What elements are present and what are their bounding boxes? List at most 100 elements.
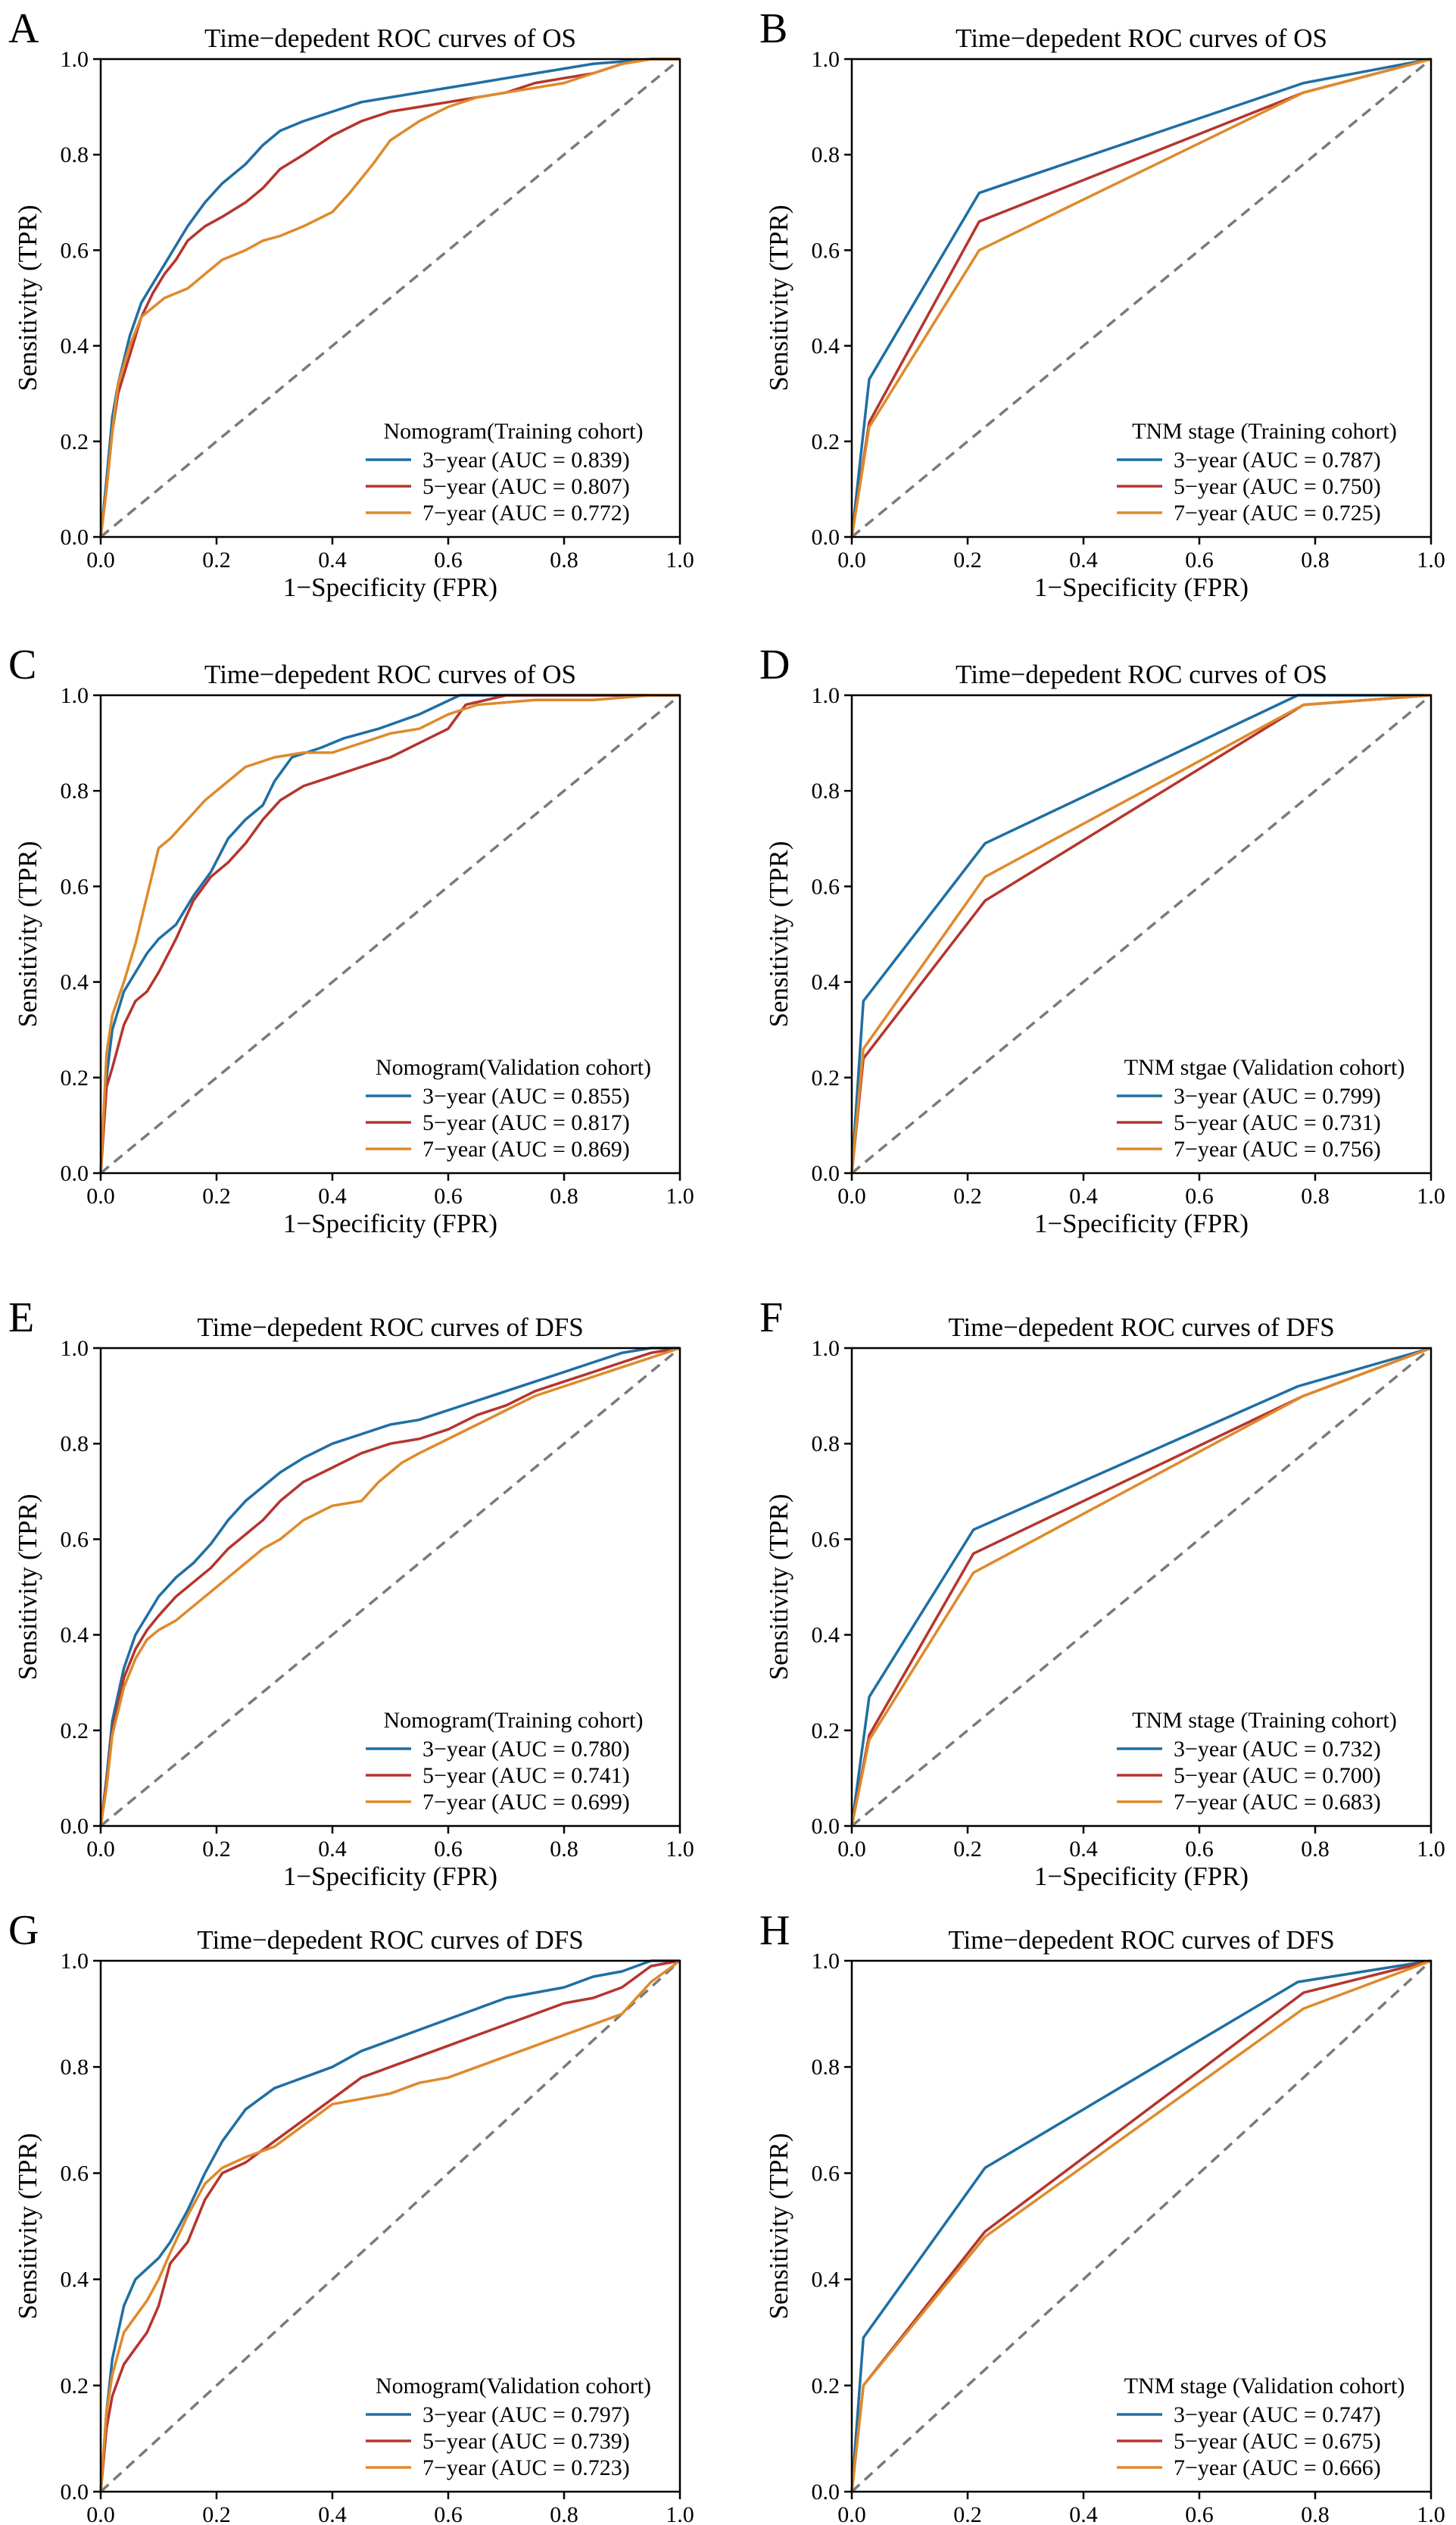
roc-curve-y3 (850, 1347, 1432, 1827)
y-tick-label: 0.0 (61, 1814, 89, 1839)
x-tick-label: 0.6 (1185, 548, 1214, 573)
y-tick-label: 0.8 (61, 142, 89, 167)
y-tick-label: 0.6 (61, 238, 89, 263)
x-tick-label: 0.2 (953, 1184, 982, 1209)
x-axis-label: 1−Specificity (FPR) (1034, 1209, 1249, 1238)
reference-diagonal (99, 1959, 681, 2493)
legend-label-y7: 7−year (AUC = 0.683) (1174, 1790, 1381, 1815)
x-tick-label: 0.4 (1069, 1184, 1098, 1209)
legend-title: TNM stgae (Validation cohort) (1124, 1055, 1405, 1080)
x-tick-label: 0.4 (318, 1837, 347, 1862)
y-tick-label: 0.6 (812, 1527, 840, 1552)
panel-letter: F (759, 1294, 783, 1341)
roc-curve-y7 (850, 58, 1432, 538)
plot-frame (850, 58, 1433, 538)
roc-curve-y3 (99, 1959, 680, 2492)
y-tick-label: 1.0 (812, 1949, 840, 1974)
y-tick-label: 0.4 (61, 1623, 89, 1648)
y-tick-label: 0.0 (61, 1161, 89, 1186)
legend-label-y5: 5−year (AUC = 0.741) (422, 1763, 630, 1788)
roc-panel-c: C Time−depedent ROC curves of OS 0.0 0.2 0.4… (8, 641, 694, 1238)
chart-title: Time−depedent ROC curves of DFS (948, 1312, 1334, 1342)
x-tick-label: 0.8 (550, 1184, 578, 1209)
x-tick-label: 0.8 (1301, 1184, 1330, 1209)
x-tick-label: 0.4 (1069, 2502, 1098, 2525)
y-tick-label: 0.0 (812, 1814, 840, 1839)
reference-diagonal (850, 694, 1433, 1175)
y-tick-label: 0.4 (812, 1623, 840, 1648)
y-axis-label: Sensitivity (TPR) (764, 1494, 793, 1681)
x-tick-label: 0.8 (1301, 548, 1330, 573)
y-tick-label: 0.2 (61, 1066, 89, 1091)
x-tick-label: 0.8 (1301, 2502, 1330, 2525)
y-tick-label: 0.4 (812, 334, 840, 359)
roc-curve-y5 (99, 694, 680, 1174)
x-tick-label: 0.8 (550, 548, 578, 573)
legend-title: TNM stage (Training cohort) (1132, 1708, 1397, 1733)
x-tick-label: 0.6 (1185, 1837, 1214, 1862)
x-tick-label: 0.2 (953, 2502, 982, 2525)
plot-frame (850, 1347, 1433, 1827)
roc-panel-a: A Time−depedent ROC curves of OS 0.0 0.2 0.4… (8, 5, 694, 602)
x-tick-label: 0.0 (86, 548, 115, 573)
roc-curve-y3 (850, 1959, 1432, 2492)
legend-label-y5: 5−year (AUC = 0.675) (1174, 2429, 1381, 2454)
legend-label-y5: 5−year (AUC = 0.750) (1174, 474, 1381, 499)
roc-panel-h: H Time−depedent ROC curves of DFS 0.0 0.2 0.… (759, 1907, 1445, 2525)
legend-label-y3: 3−year (AUC = 0.855) (422, 1084, 630, 1109)
y-tick-label: 0.2 (812, 1718, 840, 1743)
x-tick-label: 1.0 (1417, 1184, 1445, 1209)
legend-label-y7: 7−year (AUC = 0.666) (1174, 2455, 1381, 2480)
y-tick-label: 0.2 (812, 1066, 840, 1091)
legend-label-y3: 3−year (AUC = 0.797) (422, 2402, 630, 2427)
legend-title: TNM stage (Training cohort) (1132, 419, 1397, 444)
y-axis-label: Sensitivity (TPR) (764, 205, 793, 392)
y-tick-label: 0.2 (61, 429, 89, 454)
chart-title: Time−depedent ROC curves of DFS (197, 1312, 583, 1342)
y-tick-label: 0.2 (812, 429, 840, 454)
x-tick-label: 0.2 (953, 548, 982, 573)
legend-label-y7: 7−year (AUC = 0.723) (422, 2455, 630, 2480)
x-tick-label: 0.6 (1185, 1184, 1214, 1209)
legend-title: Nomogram(Training cohort) (383, 419, 643, 444)
y-tick-label: 0.8 (61, 779, 89, 804)
roc-panel-d: D Time−depedent ROC curves of OS 0.0 0.2 0.4… (759, 641, 1445, 1238)
y-tick-label: 0.6 (812, 2161, 840, 2186)
roc-curve-y7 (99, 1347, 681, 1827)
x-tick-label: 1.0 (1417, 2502, 1445, 2525)
roc-curve-y3 (99, 1347, 680, 1827)
y-tick-label: 0.8 (812, 142, 840, 167)
x-tick-label: 0.0 (837, 548, 866, 573)
roc-curve-y7 (850, 1347, 1432, 1827)
legend-label-y3: 3−year (AUC = 0.780) (422, 1737, 630, 1762)
x-tick-label: 0.0 (86, 1184, 115, 1209)
plot-frame (99, 1347, 681, 1827)
legend-label-y7: 7−year (AUC = 0.756) (1174, 1137, 1381, 1162)
panel-letter: G (8, 1907, 39, 1954)
chart-title: Time−depedent ROC curves of OS (956, 23, 1327, 53)
x-tick-label: 0.6 (1185, 2502, 1214, 2525)
x-axis-label: 1−Specificity (FPR) (283, 1209, 497, 1238)
y-tick-label: 0.2 (61, 2374, 89, 2399)
y-axis-label: Sensitivity (TPR) (764, 2133, 793, 2320)
x-tick-label: 0.4 (318, 548, 347, 573)
legend-title: Nomogram(Validation cohort) (376, 1055, 651, 1080)
chart-title: Time−depedent ROC curves of DFS (197, 1925, 583, 1955)
y-tick-label: 0.6 (812, 874, 840, 899)
x-tick-label: 1.0 (666, 1184, 694, 1209)
panel-letter: E (8, 1294, 34, 1341)
y-tick-label: 0.4 (61, 334, 89, 359)
y-tick-label: 0.0 (812, 2480, 840, 2505)
plot-frame (99, 694, 681, 1175)
panel-letter: D (759, 641, 790, 688)
y-tick-label: 1.0 (61, 683, 89, 708)
x-tick-label: 0.0 (86, 1837, 115, 1862)
x-axis-label: 1−Specificity (FPR) (283, 1862, 497, 1891)
x-tick-label: 1.0 (666, 2502, 694, 2525)
legend-label-y5: 5−year (AUC = 0.731) (1174, 1110, 1381, 1135)
panel-letter: B (759, 5, 787, 52)
y-tick-label: 0.8 (812, 1431, 840, 1456)
x-axis-label: 1−Specificity (FPR) (1034, 1862, 1249, 1891)
x-tick-label: 0.4 (1069, 1837, 1098, 1862)
